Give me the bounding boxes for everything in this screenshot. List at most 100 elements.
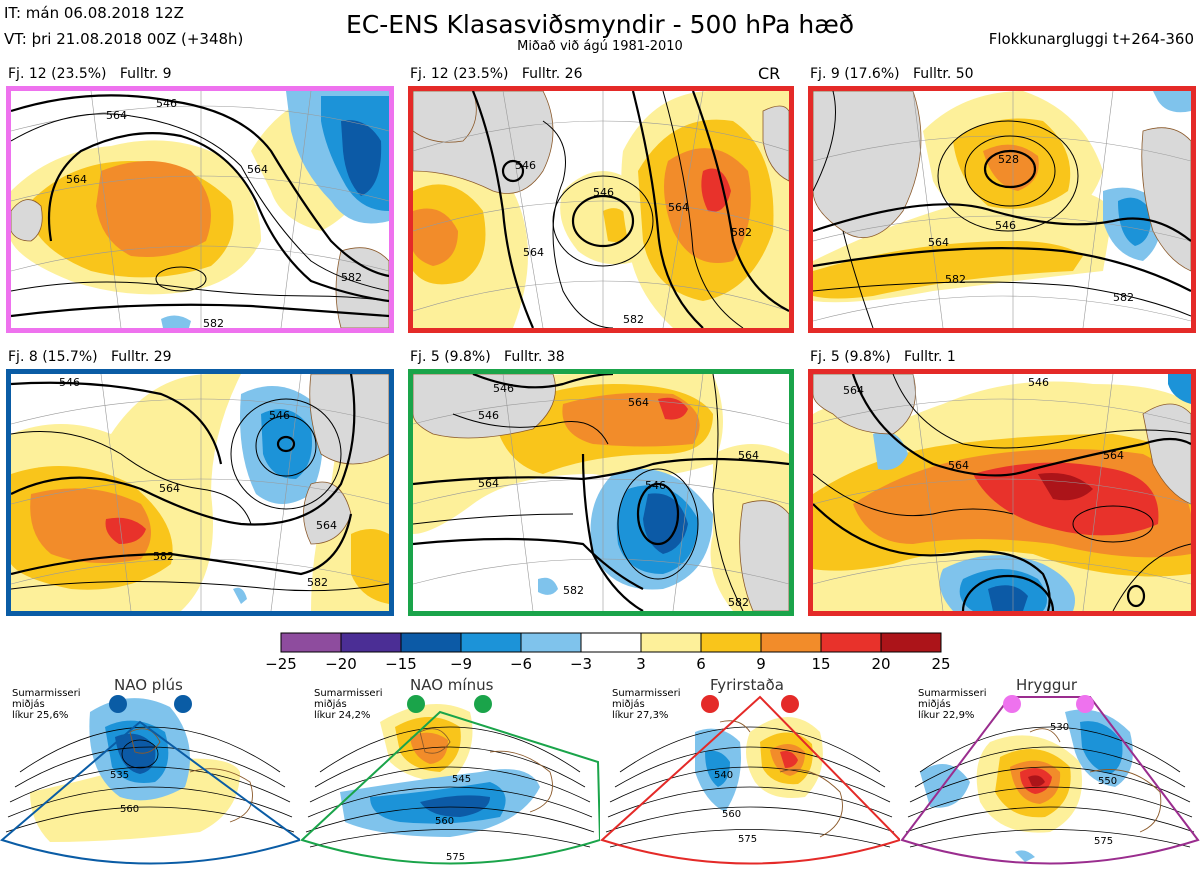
contour-label: 540 [714, 770, 733, 781]
contour-label: 582 [731, 226, 752, 239]
contour-label: 546 [156, 97, 177, 110]
regime-map: 540 560 575 [600, 695, 902, 865]
map-panel-1: 546 564 564 564 582 582 [6, 86, 394, 333]
contour-label: 564 [66, 173, 87, 186]
regime-sector-outline [0, 720, 303, 865]
regime-marker-dot [701, 695, 719, 713]
colorbar-segment [760, 632, 822, 653]
contour-label: 564 [738, 449, 759, 462]
anomaly-shading [695, 717, 823, 812]
colorbar-tick-label: 9 [756, 655, 766, 673]
colorbar-segment [820, 632, 882, 653]
colorbar-segment [520, 632, 582, 653]
regime-marker-dot [109, 695, 127, 713]
contour-labels: 546 546 564 564 582 582 [59, 376, 337, 589]
regime-info: Sumarmisseri miðjás líkur 24,2% [314, 688, 383, 721]
colorbar-tick-label: 20 [871, 655, 891, 673]
contour-label: 546 [269, 409, 290, 422]
colorbar-segment [400, 632, 462, 653]
contour-label: 546 [593, 186, 614, 199]
contour-label: 530 [1050, 722, 1069, 733]
contour-label: 545 [452, 774, 471, 785]
coastlines [1029, 728, 1162, 833]
contour-label: 564 [628, 396, 649, 409]
colorbar-segment [280, 632, 342, 653]
land-masses [413, 374, 789, 611]
contour-label: 582 [1113, 291, 1134, 304]
colorbar-tick-label: 25 [931, 655, 951, 673]
colorbar-segment [580, 632, 642, 653]
contour-label: 546 [1028, 376, 1049, 389]
regime-info: Sumarmisseri miðjás líkur 22,9% [918, 688, 987, 721]
regime-title: NAO mínus [410, 676, 494, 694]
contour-label: 564 [928, 236, 949, 249]
height-contours [305, 726, 595, 848]
anomaly-shading [11, 374, 389, 611]
panel-tag-cr: CR [758, 64, 781, 83]
valid-time: VT: þri 21.08.2018 00Z (+348h) [4, 30, 244, 48]
map-panel-4: 546 546 564 564 582 582 [6, 369, 394, 616]
colorbar-tick-label: 3 [636, 655, 646, 673]
coastlines [419, 728, 553, 813]
contour-label: 528 [998, 153, 1019, 166]
height-contours [11, 94, 389, 318]
contour-label: 564 [1103, 449, 1124, 462]
contour-label: 564 [948, 459, 969, 472]
contour-label: 564 [247, 163, 268, 176]
contour-label: 560 [435, 816, 454, 827]
land-masses [413, 91, 789, 194]
contour-label: 564 [523, 246, 544, 259]
regime-marker-dot [781, 695, 799, 713]
contour-labels: 528 546 564 582 582 [928, 153, 1134, 304]
height-contours [813, 91, 1191, 328]
latlon-grid [11, 374, 389, 611]
contour-label: 582 [728, 596, 749, 609]
panel-label-1: Fj. 12 (23.5%) Fulltr. 9 [8, 66, 172, 82]
regime-map: 530 550 575 [900, 695, 1200, 865]
map-panel-2-plot: 546 546 564 564 582 582 [413, 91, 789, 328]
regime-sector-outline [300, 710, 602, 865]
colorbar-tick-label: −20 [325, 655, 357, 673]
map-panel-3: 528 546 564 582 582 [808, 86, 1196, 333]
contour-label: 560 [120, 804, 139, 815]
contour-labels: 546 546 564 564 582 582 [515, 159, 752, 326]
map-panel-1-plot: 546 564 564 564 582 582 [11, 91, 389, 328]
colorbar-tick-label: −9 [449, 655, 473, 673]
regime-sector-outline [900, 696, 1200, 865]
contour-label: 564 [106, 109, 127, 122]
contour-label: 582 [563, 584, 584, 597]
contour-label: 546 [515, 159, 536, 172]
contour-labels: 546 546 546 564 564 564 582 582 [478, 382, 759, 609]
contour-label: 575 [446, 852, 465, 863]
regime-map: 545 560 575 [300, 695, 602, 865]
regime-marker-dot [174, 695, 192, 713]
colorbar-segment [880, 632, 942, 653]
colorbar-tick-label: −3 [569, 655, 593, 673]
contour-label: 546 [995, 219, 1016, 232]
contour-label: 550 [1098, 776, 1117, 787]
contour-label: 582 [307, 576, 328, 589]
panel-label-3: Fj. 9 (17.6%) Fulltr. 50 [810, 66, 974, 82]
contour-label: 582 [945, 273, 966, 286]
contour-label: 546 [59, 376, 80, 389]
coastlines [129, 728, 253, 823]
contour-labels: 546 564 564 564 582 582 [66, 97, 362, 328]
contour-label: 564 [668, 201, 689, 214]
height-contours [11, 374, 389, 592]
regime-title: Hryggur [1016, 676, 1078, 694]
contour-label: 582 [153, 550, 174, 563]
regime-nao-plus: Sumarmisseri miðjás líkur 25,6% NAO plús… [0, 672, 303, 871]
contour-labels: 546 564 564 564 [843, 376, 1124, 472]
colorbar-segment [640, 632, 702, 653]
latlon-grid [413, 91, 789, 328]
height-contours [813, 374, 1191, 611]
map-panel-3-plot: 528 546 564 582 582 [813, 91, 1191, 328]
land-masses [813, 91, 1191, 272]
page-subtitle: Miðað við ágú 1981-2010 [517, 39, 683, 54]
contour-label: 564 [478, 477, 499, 490]
latlon-grid [813, 374, 1191, 611]
regime-map: 535 560 [0, 695, 303, 865]
colorbar-tick-label: −6 [509, 655, 533, 673]
panel-label-5: Fj. 5 (9.8%) Fulltr. 38 [410, 349, 565, 365]
anomaly-shading [30, 698, 240, 842]
